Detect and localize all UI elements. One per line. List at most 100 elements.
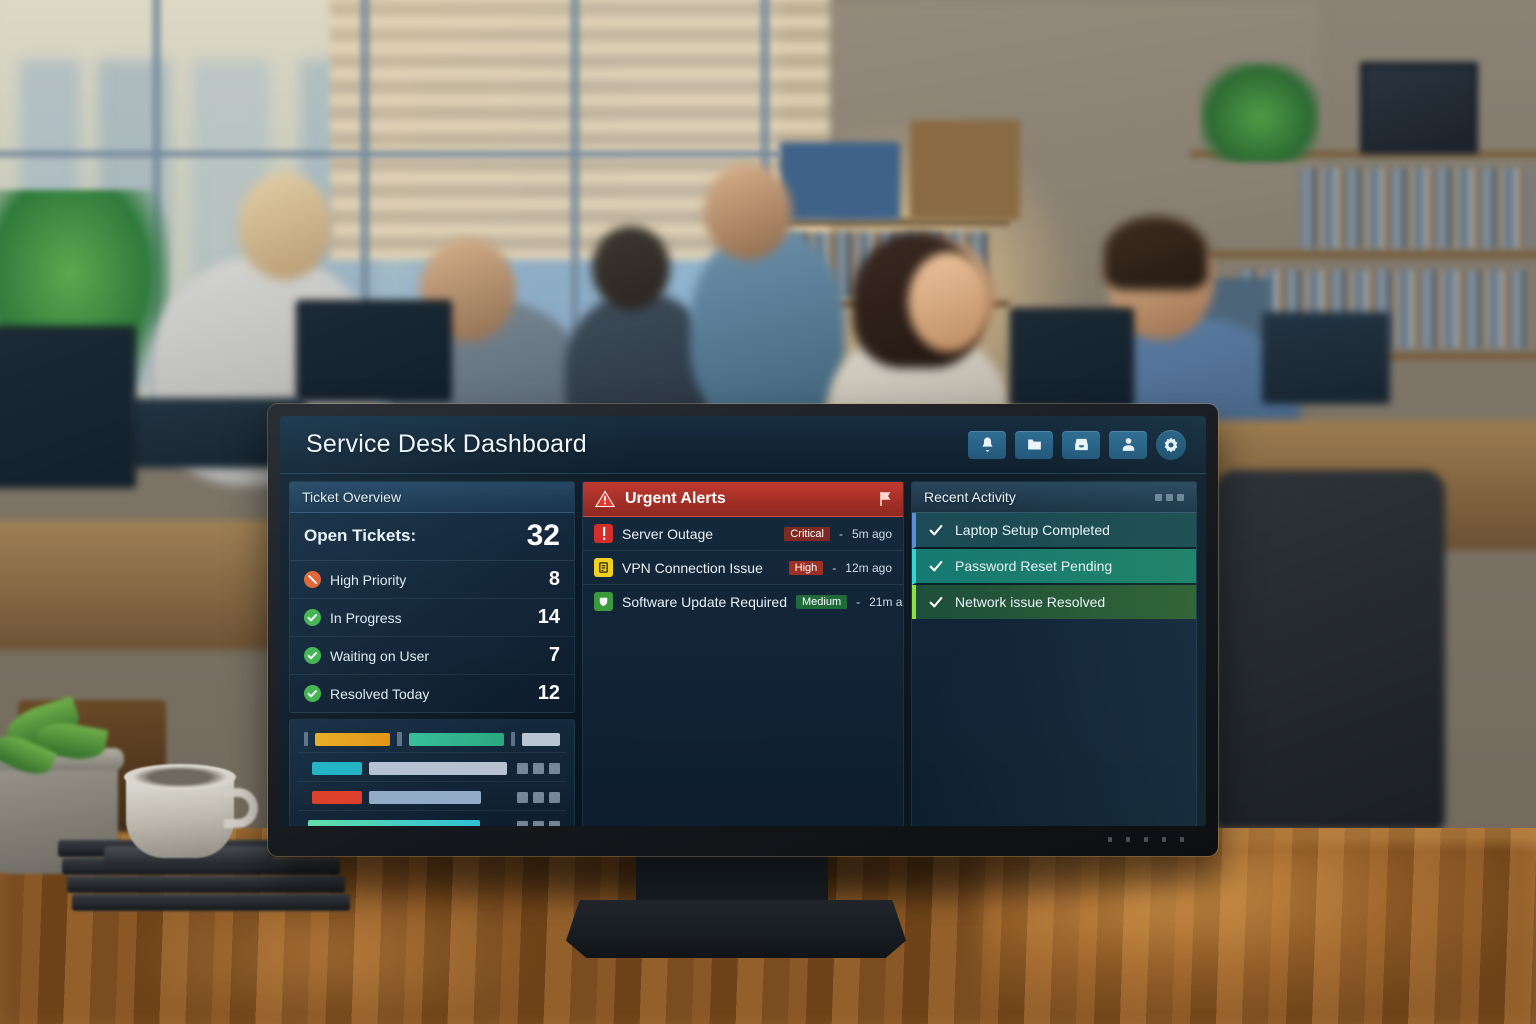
person-head xyxy=(592,226,670,310)
recent-activity-panel: Recent Activity Laptop Setup Completed P… xyxy=(911,481,1197,826)
panel-title: Urgent Alerts xyxy=(625,490,726,507)
ticket-stat-label: High Priority xyxy=(330,571,407,588)
window-mullion xyxy=(570,0,580,420)
bookshelf-left xyxy=(780,218,1010,226)
alert-time: 21m ago xyxy=(869,594,903,609)
window-mullion xyxy=(360,0,370,420)
alert-bar-icon xyxy=(594,524,613,543)
check-icon xyxy=(928,594,944,610)
status-badge: Medium xyxy=(796,594,848,609)
row-handle-icon xyxy=(510,732,516,746)
alert-item[interactable]: Server Outage Critical - 5m ago xyxy=(583,517,903,551)
status-bar xyxy=(308,820,480,826)
bell-icon xyxy=(982,437,992,452)
dashboard-header: Service Desk Dashboard xyxy=(280,416,1206,474)
activity-item[interactable]: Password Reset Pending xyxy=(912,549,1196,585)
alert-title: VPN Connection Issue xyxy=(622,559,763,576)
ticket-stat-value: 12 xyxy=(537,682,560,704)
person-head xyxy=(238,172,332,280)
background-monitor xyxy=(0,326,136,488)
ticket-overview-panel: Ticket Overview Open Tickets: 32 High Pr… xyxy=(289,481,575,713)
header-toolbar xyxy=(968,429,1186,460)
alert-time: - xyxy=(856,594,861,609)
ticket-stat-label: Resolved Today xyxy=(330,685,430,702)
ticket-stat-row[interactable]: Resolved Today 12 xyxy=(290,675,574,712)
left-column: Ticket Overview Open Tickets: 32 High Pr… xyxy=(289,481,575,826)
row-actions[interactable] xyxy=(517,763,560,774)
storage-box xyxy=(910,120,1020,220)
background-laptop xyxy=(1262,312,1390,404)
person-face xyxy=(908,252,990,352)
books xyxy=(1300,168,1530,248)
monitor-power-button[interactable] xyxy=(1180,836,1184,842)
activity-label: Password Reset Pending xyxy=(955,558,1113,574)
list-item[interactable] xyxy=(298,814,566,826)
row-handle-icon xyxy=(397,732,402,746)
alert-time: 12m ago xyxy=(845,560,892,575)
check-circle-icon xyxy=(304,685,321,702)
status-badge: High xyxy=(788,560,824,575)
list-item[interactable] xyxy=(298,785,566,811)
activity-item[interactable]: Network issue Resolved xyxy=(912,585,1196,619)
alert-item[interactable]: Software Update Required Medium - 21m ag… xyxy=(583,585,903,618)
high-priority-icon xyxy=(304,571,321,588)
inbox-icon xyxy=(1074,438,1088,451)
monitor-button[interactable] xyxy=(1162,836,1166,842)
monitor-screen: Service Desk Dashboard xyxy=(280,416,1206,826)
status-bar xyxy=(312,791,362,804)
ticket-stat-row[interactable]: High Priority 8 xyxy=(290,561,574,599)
user-icon xyxy=(1122,438,1134,451)
monitor-button[interactable] xyxy=(1126,836,1130,842)
shield-check-icon xyxy=(594,592,613,611)
row-actions[interactable] xyxy=(517,792,560,803)
alert-time: - xyxy=(838,526,843,541)
storage-box xyxy=(780,142,900,220)
desk-left xyxy=(0,520,310,650)
office-chair xyxy=(1215,470,1445,830)
status-badge: Critical xyxy=(784,526,830,541)
ticket-stat-value: 14 xyxy=(537,606,560,628)
folder-icon xyxy=(1027,439,1041,450)
check-circle-icon xyxy=(304,609,321,626)
row-actions[interactable] xyxy=(517,821,560,826)
urgent-alerts-panel: Urgent Alerts Server Outage Critical - 5… xyxy=(582,481,904,826)
status-bar xyxy=(312,762,362,775)
page-title: Service Desk Dashboard xyxy=(306,430,587,458)
check-icon xyxy=(928,522,944,538)
inbox-icon-button[interactable] xyxy=(1062,430,1100,459)
monitor-button[interactable] xyxy=(1144,836,1148,842)
dashboard-row-top: Ticket Overview Open Tickets: 32 High Pr… xyxy=(289,481,1197,826)
dashboard-body: Ticket Overview Open Tickets: 32 High Pr… xyxy=(280,474,1206,826)
open-tickets-label: Open Tickets: xyxy=(304,526,417,545)
alert-title: Server Outage xyxy=(622,525,714,542)
user-icon-button[interactable] xyxy=(1109,430,1147,459)
alert-title: Software Update Required xyxy=(622,593,787,610)
open-tickets-row[interactable]: Open Tickets: 32 xyxy=(290,513,574,561)
ticket-overview-header: Ticket Overview xyxy=(290,482,574,513)
panel-menu-icon[interactable] xyxy=(1155,493,1184,501)
bell-icon-button[interactable] xyxy=(968,430,1006,459)
flag-icon[interactable] xyxy=(879,491,891,507)
settings-gear-icon-button[interactable] xyxy=(1156,429,1186,460)
coffee-cup-rim xyxy=(124,764,236,790)
vpn-icon xyxy=(594,558,613,577)
background-monitor xyxy=(296,300,452,402)
activity-label: Network issue Resolved xyxy=(955,594,1106,610)
alert-item[interactable]: VPN Connection Issue High - 12m ago xyxy=(583,551,903,585)
window-mullion xyxy=(0,150,780,158)
monitor-led xyxy=(1108,836,1112,842)
folder-icon-button[interactable] xyxy=(1015,430,1053,459)
activity-label: Laptop Setup Completed xyxy=(955,522,1110,538)
activity-item[interactable]: Laptop Setup Completed xyxy=(912,513,1196,549)
ticket-stat-row[interactable]: In Progress 14 xyxy=(290,599,574,637)
placeholder-bar xyxy=(369,791,481,804)
list-item[interactable] xyxy=(298,726,566,753)
recent-activity-header: Recent Activity xyxy=(912,482,1196,513)
ticket-stat-row[interactable]: Waiting on User 7 xyxy=(290,637,574,675)
monitor: Service Desk Dashboard xyxy=(268,404,1218,856)
monitor-stand-base xyxy=(566,900,906,958)
person-standing-mid xyxy=(690,228,845,428)
list-item[interactable] xyxy=(298,756,566,782)
person-head xyxy=(704,164,792,260)
